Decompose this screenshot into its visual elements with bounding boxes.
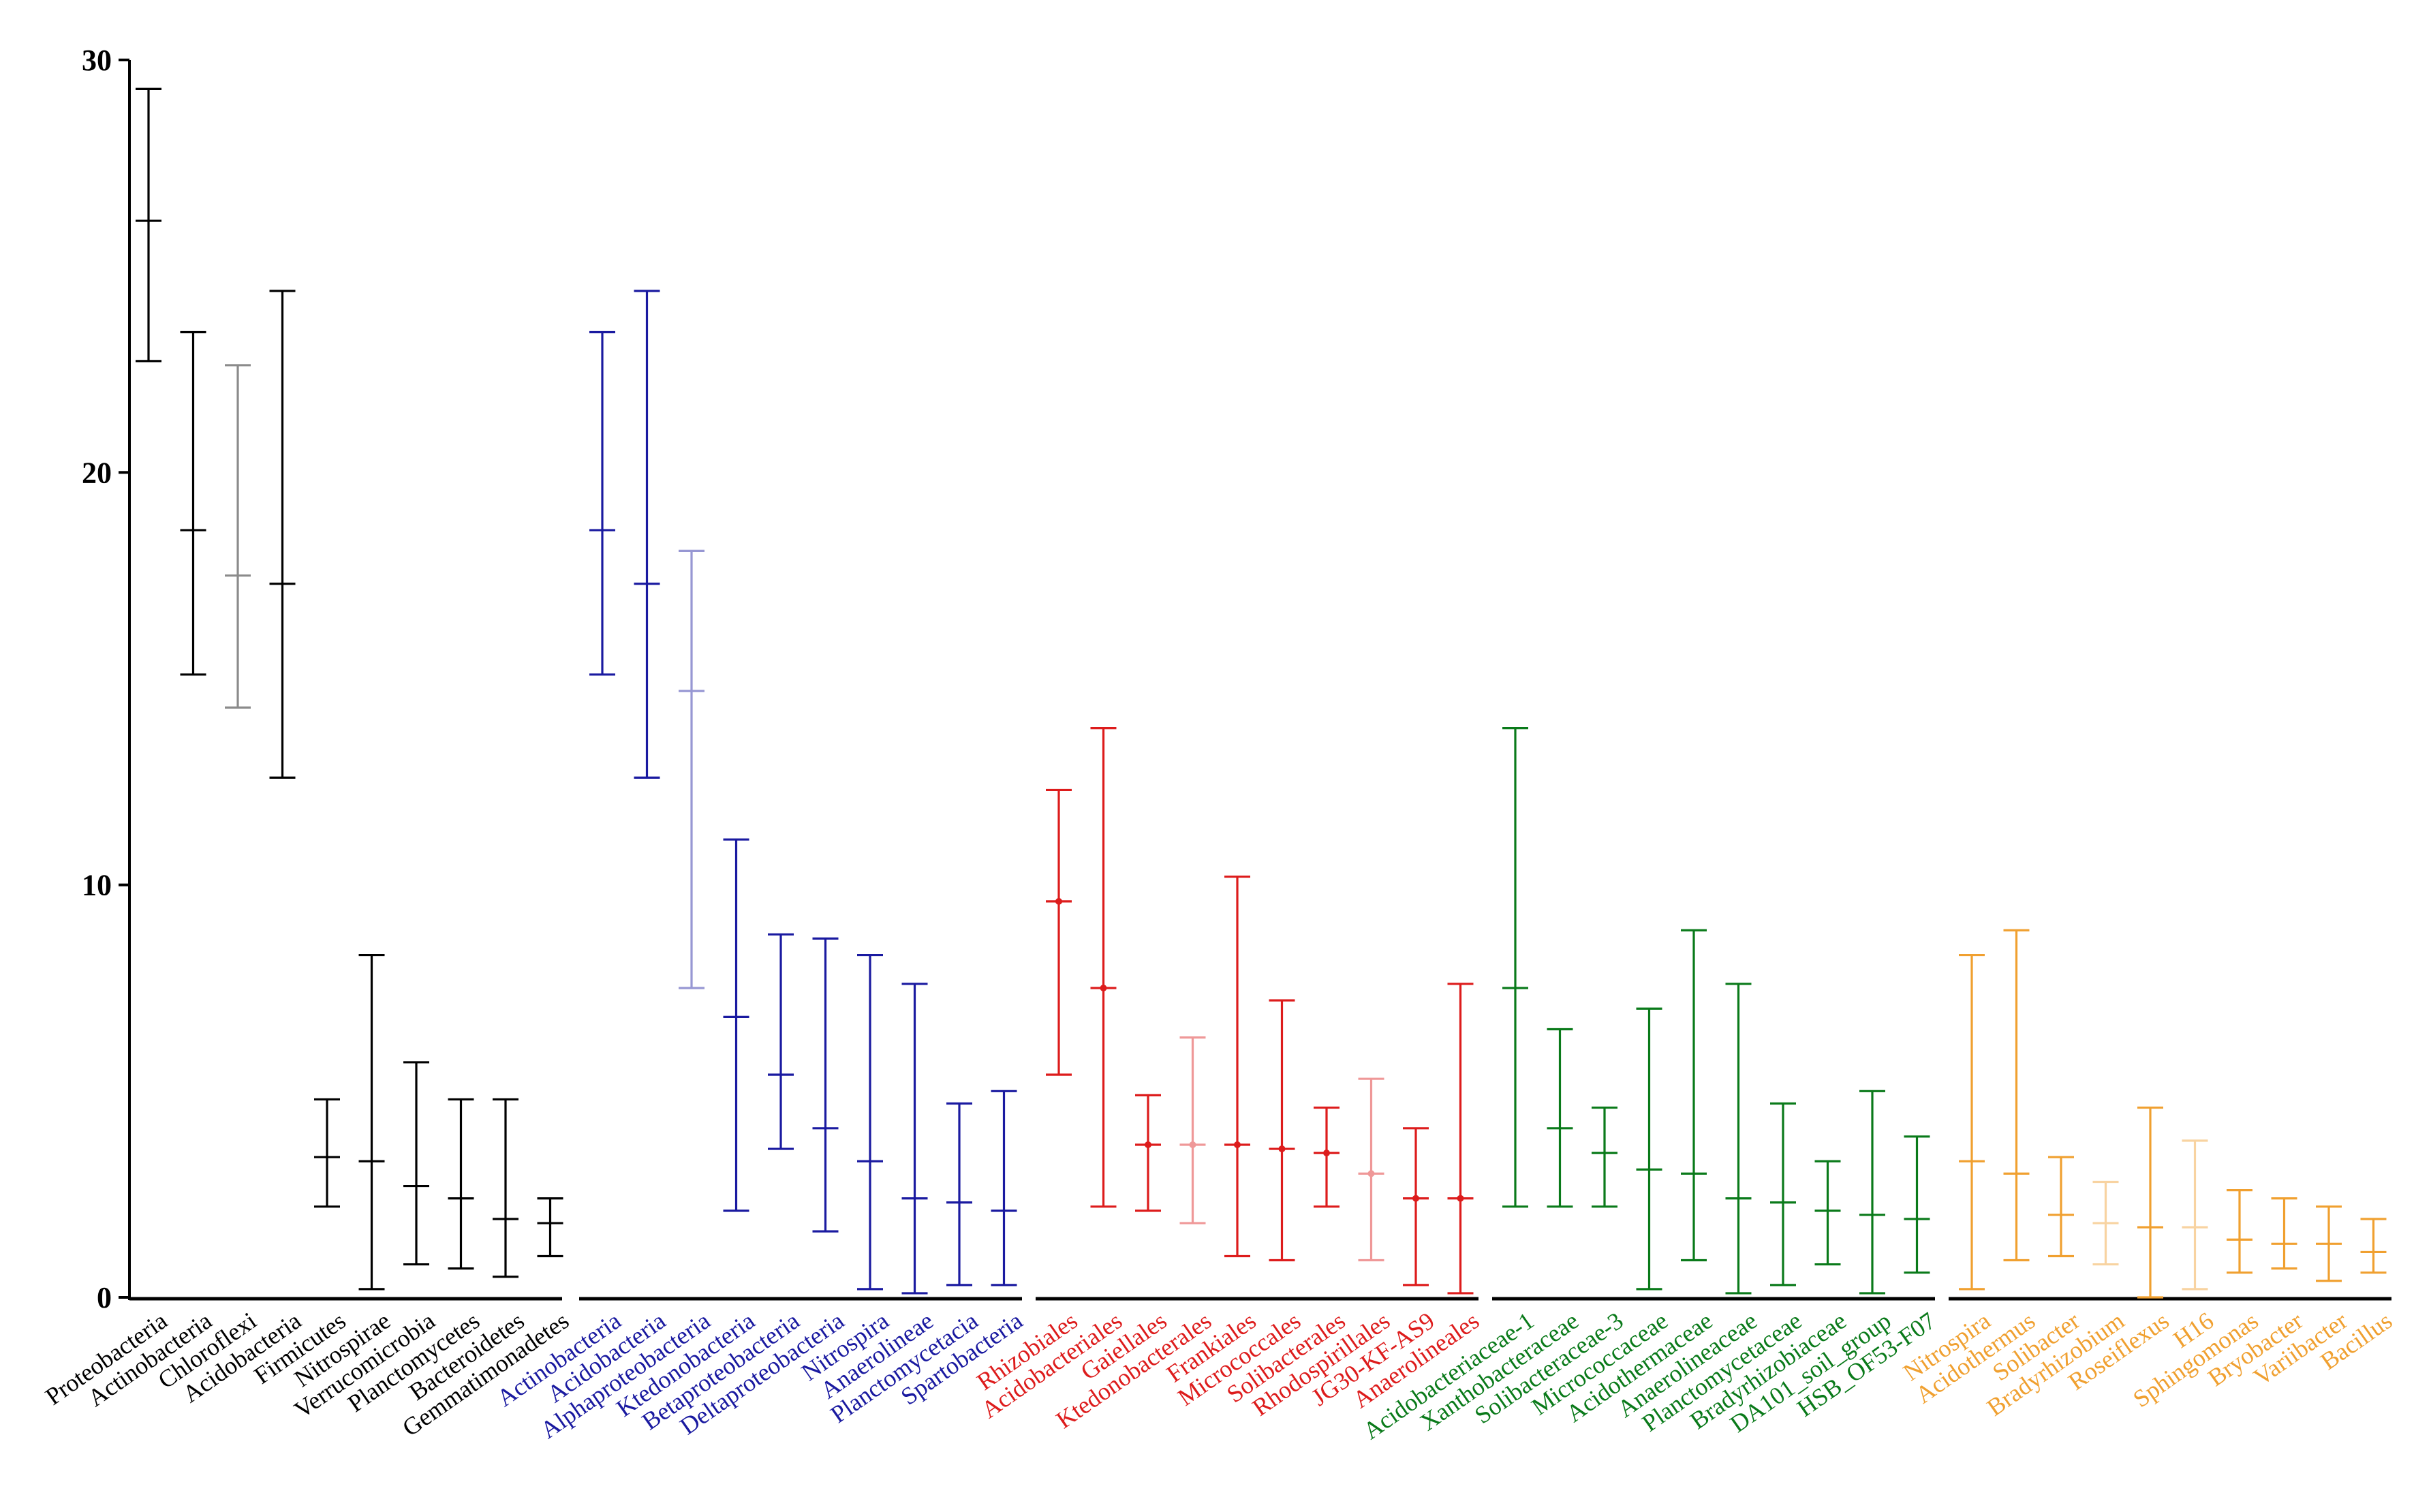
errorbar-mean-dot <box>1278 1145 1286 1153</box>
errorbar-class-acidobacteria <box>634 290 660 779</box>
errorbar-family-xanthobacteraceae <box>1547 1028 1573 1208</box>
errorbar-order-micrococcales <box>1269 999 1295 1262</box>
errorbar-phylum-acidobacteria <box>269 290 296 779</box>
errorbar-genus-roseiflexus <box>2137 1106 2163 1299</box>
errorbar-genus-nitrospira <box>1959 953 1985 1291</box>
errorbar-order-gaiellales <box>1135 1094 1161 1212</box>
errorbar-mean-dot <box>1234 1141 1241 1149</box>
errorbar-phylum-firmicutes <box>314 1098 340 1208</box>
errorbar-class-planctomycetacia <box>946 1102 972 1286</box>
errorbar-phylum-actinobacteria <box>180 330 206 676</box>
errorbar-genus-solibacter <box>2048 1156 2074 1258</box>
errorbar-genus-acidothermus <box>2003 929 2030 1262</box>
y-tick-label: 0 <box>97 1281 112 1314</box>
errorbar-phylum-planctomycetes <box>448 1098 474 1270</box>
errorbar-mean-dot <box>1055 897 1062 905</box>
errorbar-order-anaerolineales <box>1447 983 1474 1295</box>
errorbar-genus-bryobacter <box>2271 1197 2297 1270</box>
errorbar-mean-dot <box>1189 1141 1196 1149</box>
errorbar-family-da101-soil-group <box>1859 1090 1885 1295</box>
errorbar-class-ktedonobacteria <box>723 838 749 1212</box>
errorbar-genus-h16 <box>2182 1139 2208 1291</box>
errorbar-genus-sphingomonas <box>2227 1189 2252 1274</box>
errorbar-order-ktedonobacterales <box>1179 1036 1206 1224</box>
error-bars <box>136 87 2387 1299</box>
errorbar-genus-bacillus <box>2360 1218 2387 1274</box>
y-tick-label: 20 <box>82 456 112 489</box>
errorbar-family-solibacteraceae-3 <box>1592 1106 1617 1208</box>
x-tick-labels: ProteobacteriaActinobacteriaChloroflexiA… <box>40 1307 2397 1445</box>
errorbar-phylum-chloroflexi <box>225 364 251 709</box>
errorbar-genus-variibacter <box>2316 1205 2342 1282</box>
errorbar-phylum-gemmatimonadetes <box>537 1197 563 1258</box>
errorbar-family-hsb-of53-f07 <box>1904 1135 1930 1274</box>
errorbar-class-betaproteobacteria <box>768 933 794 1150</box>
errorbar-class-nitrospira <box>857 953 883 1291</box>
errorbar-mean-dot <box>1100 985 1107 991</box>
errorbar-order-frankiales <box>1224 875 1250 1258</box>
errorbar-class-alphaproteobacteria <box>679 549 704 989</box>
y-axis: 0 10 20 30 <box>82 44 131 1314</box>
errorbar-class-spartobacteria <box>991 1090 1017 1286</box>
errorbar-class-actinobacteria <box>589 330 615 676</box>
errorbar-order-rhizobiales <box>1046 788 1072 1076</box>
y-tick-label: 30 <box>82 44 112 77</box>
errorbar-family-acidobacteriaceae-1 <box>1502 727 1528 1208</box>
errorbar-class-deltaproteobacteria <box>812 937 839 1233</box>
errorbar-mean-dot <box>1323 1150 1330 1157</box>
errorbar-phylum-proteobacteria <box>136 87 161 362</box>
errorbar-family-planctomycetaceae <box>1770 1102 1796 1286</box>
errorbar-family-anaerolineaceae <box>1725 983 1752 1295</box>
errorbar-order-solibacterales <box>1314 1106 1340 1208</box>
errorbar-phylum-verrucomicrobia <box>403 1061 429 1266</box>
errorbar-order-rhodospirillales <box>1358 1077 1384 1262</box>
y-tick-label: 10 <box>82 869 112 902</box>
errorbar-phylum-nitrospirae <box>358 953 385 1291</box>
errorbar-mean-dot <box>1412 1194 1419 1202</box>
errorbar-family-micrococcaceae <box>1636 1007 1662 1291</box>
errorbar-class-anaerolineae <box>901 983 928 1295</box>
errorbar-mean-dot <box>1367 1170 1375 1177</box>
errorbar-family-bradyrhizobiaceae <box>1814 1160 1841 1266</box>
errorbar-mean-dot <box>1457 1194 1464 1202</box>
errorbar-family-acidothermaceae <box>1681 929 1707 1262</box>
errorbar-order-jg30-kf-as9 <box>1403 1127 1429 1286</box>
errorbar-phylum-bacteroidetes <box>493 1098 518 1278</box>
errorbar-order-acidobacteriales <box>1090 727 1117 1208</box>
errorbar-genus-bradyrhizobium <box>2092 1180 2119 1266</box>
errorbar-mean-dot <box>1145 1141 1151 1149</box>
